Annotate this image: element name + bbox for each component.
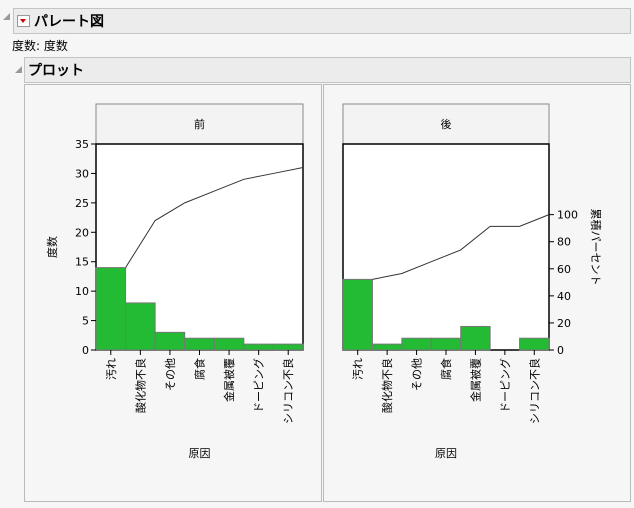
facet-label: 前 xyxy=(194,117,205,131)
report-header: パレート図 xyxy=(13,8,631,34)
disclosure-triangle[interactable] xyxy=(15,66,22,73)
x-tick-label: 汚れ xyxy=(105,358,118,380)
bar xyxy=(154,331,186,351)
y2-tick-label: 0 xyxy=(557,344,564,357)
bar xyxy=(430,337,462,351)
y2-tick-label: 80 xyxy=(557,236,571,249)
bar xyxy=(342,278,373,351)
bar xyxy=(125,302,156,351)
cumulative-line xyxy=(125,167,304,268)
x-tick-label: 汚れ xyxy=(352,358,365,380)
bar xyxy=(519,337,550,351)
bar xyxy=(401,337,432,351)
bar xyxy=(243,343,274,351)
report-title: パレート図 xyxy=(34,14,104,30)
x-tick-label: ドーピング xyxy=(498,358,512,413)
bar xyxy=(272,343,304,351)
y-tick-label: 10 xyxy=(75,285,89,298)
plot-header: プロット xyxy=(24,57,631,83)
x-tick-label: その他 xyxy=(164,358,177,391)
y-tick-label: 25 xyxy=(75,197,89,210)
bar xyxy=(184,337,215,351)
y-tick-label: 20 xyxy=(75,226,89,239)
red-triangle-menu-icon[interactable] xyxy=(17,15,30,27)
x-tick-label: シリコン不良 xyxy=(527,358,541,424)
y2-tick-label: 100 xyxy=(557,209,578,222)
facet-header xyxy=(342,103,550,145)
y2-tick-label: 60 xyxy=(557,263,571,276)
plot-frame xyxy=(342,143,550,351)
x-tick-label: 酸化物不良 xyxy=(380,358,394,413)
x-axis-label: 原因 xyxy=(435,447,457,460)
cumulative-line xyxy=(372,214,550,280)
facet-label: 後 xyxy=(441,117,452,131)
x-tick-label: ドーピング xyxy=(252,358,266,413)
y-tick-label: 0 xyxy=(82,344,89,357)
y2-tick-label: 20 xyxy=(557,317,571,330)
y-tick-label: 30 xyxy=(75,167,89,180)
x-tick-label: 金属被覆 xyxy=(222,358,236,402)
x-tick-label: 腐食 xyxy=(193,358,207,380)
x-axis-label: 原因 xyxy=(189,447,211,460)
y2-tick-label: 40 xyxy=(557,290,571,303)
y-tick-label: 15 xyxy=(75,256,89,269)
y-axis-label: 度数 xyxy=(45,236,59,258)
y-tick-label: 5 xyxy=(82,315,89,328)
x-tick-label: 酸化物不良 xyxy=(133,358,147,413)
bar xyxy=(95,267,127,351)
report-subtitle: 度数: 度数 xyxy=(12,39,68,53)
bar xyxy=(213,337,245,351)
plot-title: プロット xyxy=(28,63,84,79)
bar xyxy=(460,325,491,351)
x-tick-label: シリコン不良 xyxy=(281,358,295,424)
x-tick-label: 腐食 xyxy=(439,358,453,380)
disclosure-triangle[interactable] xyxy=(3,13,10,20)
bar xyxy=(371,343,403,351)
y-tick-label: 35 xyxy=(75,138,89,151)
x-tick-label: 金属被覆 xyxy=(468,358,482,402)
y2-axis-label: 累積パーセント xyxy=(589,209,603,286)
x-tick-label: その他 xyxy=(411,358,424,391)
